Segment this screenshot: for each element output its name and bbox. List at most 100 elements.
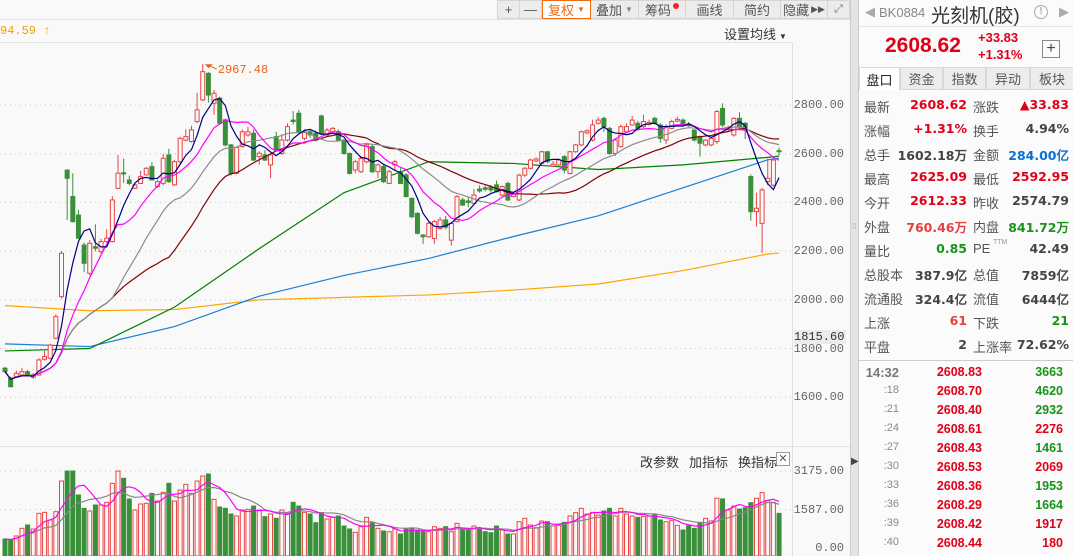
- simple-mode-button[interactable]: 简约: [734, 0, 781, 19]
- volume-bar: [268, 513, 274, 556]
- tab-movement[interactable]: 异动: [986, 67, 1030, 90]
- tick-volume: 2932: [1035, 403, 1063, 417]
- volume-bar: [494, 525, 500, 556]
- edit-params-button[interactable]: 改参数: [640, 455, 680, 470]
- volume-toolbar: 改参数 加指标 换指标: [640, 452, 777, 471]
- adjust-rights-dropdown[interactable]: 复权 ▼: [542, 0, 591, 19]
- volume-bar: [239, 509, 245, 556]
- panel-splitter[interactable]: ⁞⁞ ▶: [850, 0, 859, 556]
- ma5-line: [4, 97, 780, 380]
- volume-bar: [663, 521, 669, 556]
- volume-bar: [13, 535, 19, 556]
- volume-bar: [454, 522, 460, 556]
- candle-up: [674, 118, 680, 122]
- tab-label: 板块: [1038, 72, 1065, 87]
- quote-panel: ◀ BK0884 光刻机(胶) ! ▶ 2608.62 +33.83 +1.31…: [858, 0, 1073, 556]
- candle-down: [2, 367, 8, 373]
- add-indicator-button[interactable]: 加指标: [689, 455, 729, 470]
- tab-sector[interactable]: 板块: [1030, 67, 1073, 90]
- quote-value: 61: [949, 313, 967, 328]
- tab-index[interactable]: 指数: [943, 67, 986, 90]
- tick-volume: 2276: [1035, 422, 1063, 436]
- tick-time: :18: [883, 384, 899, 396]
- hide-button[interactable]: 隐藏 ▶▶: [781, 0, 828, 19]
- volume-bar: [160, 491, 166, 556]
- volume-bar: [618, 507, 624, 556]
- zoom-out-button[interactable]: —: [520, 0, 542, 19]
- volume-bar: [674, 524, 680, 556]
- divider: [0, 42, 792, 43]
- candle-up: [177, 137, 183, 163]
- volume-bar: [375, 527, 381, 556]
- quote-label: 今开: [864, 196, 891, 211]
- tick-price: 2608.36: [936, 479, 982, 493]
- set-ma-button[interactable]: 设置均线 ▼: [724, 24, 787, 43]
- axis-line: [792, 42, 793, 556]
- volume-bar: [477, 527, 483, 556]
- candle-up: [426, 222, 432, 238]
- candle-down: [657, 124, 663, 139]
- collapse-arrow-icon[interactable]: ▶: [851, 456, 859, 467]
- candle-up: [143, 167, 149, 176]
- candle-down: [126, 179, 132, 184]
- volume-bar: [279, 509, 285, 556]
- quote-value: 0.85: [936, 241, 967, 256]
- volume-bar: [200, 475, 206, 556]
- volume-bar: [443, 526, 449, 556]
- candle-down: [70, 196, 76, 223]
- candle-up: [234, 146, 240, 174]
- candle-down: [488, 186, 494, 191]
- price-axis-label: 2400.00: [793, 195, 844, 210]
- tick-price: 2608.44: [936, 536, 982, 550]
- current-price: 2608.62: [885, 34, 961, 57]
- quote-label: 昨收: [973, 196, 1000, 211]
- candle-up: [59, 252, 64, 298]
- add-watchlist-button[interactable]: +: [1042, 40, 1060, 58]
- quote-label: 涨跌: [973, 100, 1000, 115]
- adjust-rights-label: 复权: [548, 3, 575, 18]
- ma-blue-line: [4, 157, 780, 348]
- quote-row: 最新 2608.62 涨跌 ▲33.83: [859, 93, 1073, 117]
- tick-price: 2608.40: [936, 403, 982, 417]
- volume-bar: [573, 512, 579, 556]
- quote-label: 总手: [864, 148, 891, 163]
- candle-up: [194, 109, 200, 123]
- volume-bar: [522, 517, 528, 556]
- ma-orange-line: [4, 252, 780, 312]
- tab-funds[interactable]: 资金: [900, 67, 943, 90]
- tick-price: 2608.42: [936, 517, 982, 531]
- candle-down: [420, 234, 426, 238]
- draw-line-button[interactable]: 画线: [686, 0, 734, 19]
- tick-time: :39: [883, 517, 899, 529]
- quote-label: 下跌: [973, 316, 1000, 331]
- next-stock-icon[interactable]: ▶: [1059, 4, 1069, 19]
- volume-bar: [335, 515, 341, 556]
- quote-label: 最新: [864, 100, 891, 115]
- chips-button[interactable]: 筹码: [639, 0, 686, 19]
- candle-up: [188, 129, 194, 143]
- kline-chart[interactable]: 2967.48: [0, 0, 792, 556]
- candle-up: [448, 222, 454, 241]
- volume-ma10-line: [4, 486, 780, 541]
- tick-row: :21 2608.40 2932: [859, 401, 1073, 420]
- ttm-superscript: TTM: [993, 239, 1008, 246]
- fullscreen-button[interactable]: ⤢: [828, 0, 850, 19]
- info-icon[interactable]: !: [1034, 5, 1048, 19]
- change-indicator-button[interactable]: 换指标: [738, 455, 778, 470]
- tab-handicap[interactable]: 盘口: [859, 67, 900, 90]
- candle-up: [612, 139, 618, 154]
- close-icon[interactable]: ✕: [776, 452, 790, 466]
- plus-icon: +: [504, 2, 513, 17]
- candle-up: [42, 356, 48, 360]
- candle-up: [109, 199, 115, 243]
- overlay-dropdown[interactable]: 叠加 ▼: [591, 0, 639, 19]
- cursor-price-label: 1815.60: [794, 330, 846, 344]
- candle-up: [527, 159, 533, 169]
- volume-bar: [612, 515, 618, 556]
- prev-stock-icon[interactable]: ◀: [865, 4, 875, 19]
- volume-bar: [149, 492, 155, 556]
- volume-bar: [228, 513, 234, 556]
- zoom-in-button[interactable]: +: [497, 0, 520, 19]
- volume-bar: [217, 506, 223, 556]
- divider: [859, 360, 1073, 361]
